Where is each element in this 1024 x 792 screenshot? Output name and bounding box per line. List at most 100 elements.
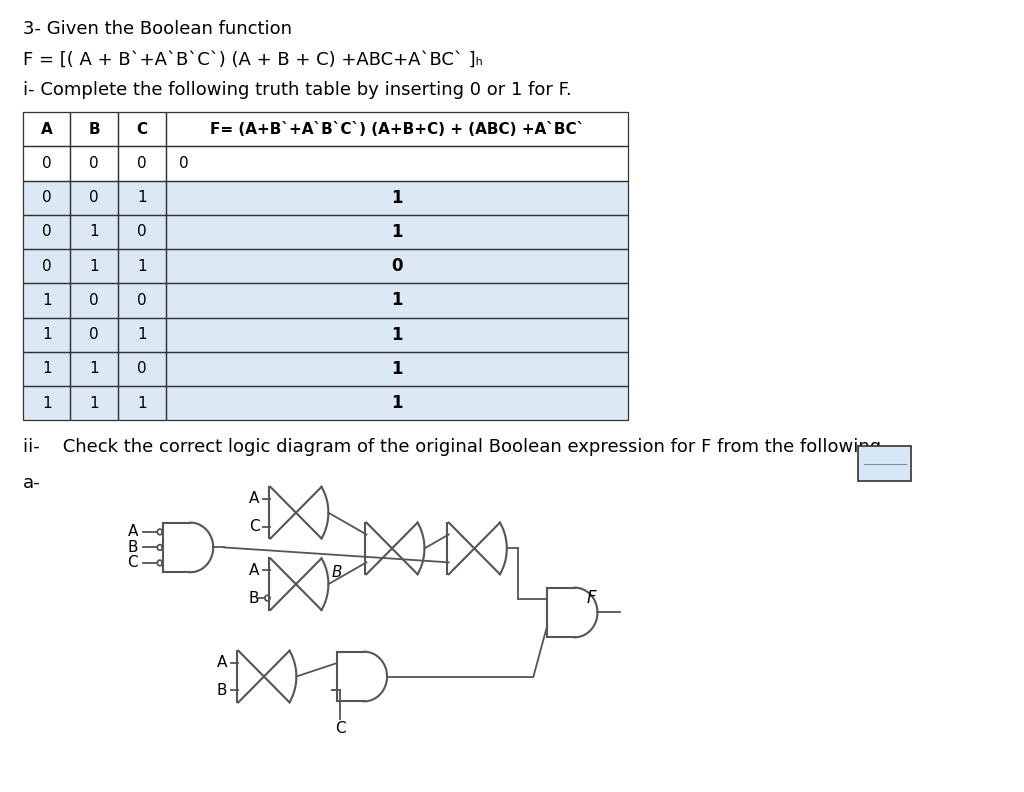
Bar xyxy=(23,318,71,352)
Bar xyxy=(23,284,71,318)
Bar xyxy=(71,112,118,147)
Bar xyxy=(166,318,628,352)
Text: 1: 1 xyxy=(391,360,402,378)
Bar xyxy=(71,386,118,421)
Bar xyxy=(71,147,118,181)
Bar xyxy=(118,386,166,421)
Text: A: A xyxy=(217,655,227,670)
Text: C: C xyxy=(136,122,147,137)
Text: A: A xyxy=(249,563,259,577)
Text: 0: 0 xyxy=(89,190,99,205)
Text: 0: 0 xyxy=(42,156,51,171)
Bar xyxy=(118,352,166,386)
Bar xyxy=(166,181,628,215)
Text: 1: 1 xyxy=(42,361,51,376)
Text: B: B xyxy=(88,122,100,137)
Text: i- Complete the following truth table by inserting 0 or 1 for F.: i- Complete the following truth table by… xyxy=(23,82,571,99)
Bar xyxy=(166,284,628,318)
Text: 0: 0 xyxy=(137,224,146,239)
Text: 0: 0 xyxy=(89,293,99,308)
Bar xyxy=(118,147,166,181)
Bar xyxy=(166,352,628,386)
Bar xyxy=(23,386,71,421)
Text: 0: 0 xyxy=(42,190,51,205)
Bar xyxy=(71,249,118,284)
Bar xyxy=(23,147,71,181)
Bar xyxy=(166,112,628,147)
Bar xyxy=(23,112,71,147)
Bar xyxy=(118,318,166,352)
Bar xyxy=(71,318,118,352)
Bar xyxy=(71,215,118,249)
Text: 1: 1 xyxy=(391,394,402,412)
Bar xyxy=(166,112,628,147)
Text: 1: 1 xyxy=(391,326,402,344)
Text: A: A xyxy=(128,524,138,539)
Bar xyxy=(71,284,118,318)
Bar xyxy=(166,181,628,215)
Text: 0: 0 xyxy=(42,259,51,274)
Text: 1: 1 xyxy=(89,361,99,376)
Bar xyxy=(166,352,628,386)
Bar xyxy=(23,318,71,352)
Bar xyxy=(23,352,71,386)
Bar xyxy=(23,284,71,318)
Text: 0: 0 xyxy=(137,361,146,376)
Bar xyxy=(71,352,118,386)
Bar xyxy=(166,147,628,181)
Bar xyxy=(23,181,71,215)
Text: 1: 1 xyxy=(137,327,146,342)
Bar xyxy=(166,318,628,352)
Bar xyxy=(71,181,118,215)
Bar xyxy=(23,215,71,249)
Text: 0: 0 xyxy=(391,257,402,275)
Bar xyxy=(71,147,118,181)
Bar xyxy=(118,318,166,352)
Text: ii-    Check the correct logic diagram of the original Boolean expression for F : ii- Check the correct logic diagram of t… xyxy=(23,438,881,456)
Bar xyxy=(23,181,71,215)
Text: 1: 1 xyxy=(42,293,51,308)
Bar xyxy=(23,215,71,249)
Text: 1: 1 xyxy=(89,259,99,274)
Bar xyxy=(118,147,166,181)
Text: C: C xyxy=(249,519,259,534)
Text: 1: 1 xyxy=(89,396,99,411)
Text: 3- Given the Boolean function: 3- Given the Boolean function xyxy=(23,20,292,38)
Bar xyxy=(118,284,166,318)
Text: F= (A+B`+A`B`C`) (A+B+C) + (ABC) +A`BC`: F= (A+B`+A`B`C`) (A+B+C) + (ABC) +A`BC` xyxy=(210,122,584,137)
Text: 1: 1 xyxy=(42,396,51,411)
Bar xyxy=(118,386,166,421)
Text: 0: 0 xyxy=(89,156,99,171)
Bar xyxy=(23,147,71,181)
Bar xyxy=(118,249,166,284)
Bar xyxy=(71,112,118,147)
Text: 1: 1 xyxy=(137,259,146,274)
Text: 1: 1 xyxy=(391,188,402,207)
Bar xyxy=(166,249,628,284)
Bar xyxy=(71,181,118,215)
Bar xyxy=(23,249,71,284)
Bar xyxy=(118,352,166,386)
Text: 0: 0 xyxy=(137,156,146,171)
Text: A: A xyxy=(249,491,259,506)
Bar xyxy=(166,284,628,318)
Text: 1: 1 xyxy=(137,190,146,205)
Bar xyxy=(166,249,628,284)
Bar xyxy=(71,352,118,386)
Text: 1: 1 xyxy=(137,396,146,411)
Text: 0: 0 xyxy=(89,327,99,342)
Text: C: C xyxy=(128,555,138,570)
Text: B: B xyxy=(217,683,227,698)
Text: A: A xyxy=(41,122,52,137)
Text: a-: a- xyxy=(23,474,41,492)
Bar xyxy=(858,446,911,481)
Bar xyxy=(118,215,166,249)
Bar xyxy=(118,181,166,215)
Bar xyxy=(71,284,118,318)
Bar xyxy=(118,112,166,147)
Bar xyxy=(71,386,118,421)
Bar xyxy=(23,386,71,421)
Text: B: B xyxy=(128,540,138,555)
Bar xyxy=(118,215,166,249)
Text: 1: 1 xyxy=(391,291,402,310)
